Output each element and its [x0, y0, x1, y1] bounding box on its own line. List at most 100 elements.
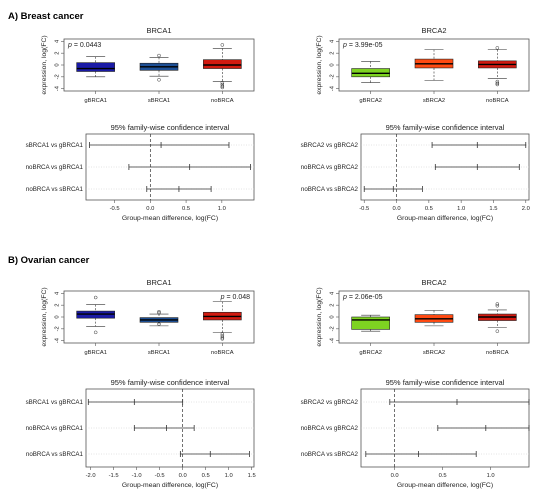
- s1-p0-box-outlier-0-0: [93, 295, 98, 300]
- s0-p0-box-pvalue-value: = 0.0443: [72, 42, 101, 49]
- s1-p0-box-outlier-2-3: [220, 337, 225, 341]
- s0-p1-ci-xtick-label-3: 1.0: [457, 206, 465, 212]
- s1-p0-ci-xtick-label-6: 1.0: [225, 473, 233, 479]
- s1-p1-ci-xtick-label-1: 0.5: [439, 473, 447, 479]
- s0-p1-box-xtick-label-1: sBRCA2: [423, 98, 445, 104]
- s0-p1-box-box-1: [414, 49, 454, 81]
- s1-p0-box-outlier-0-1: [93, 330, 98, 335]
- s1-p0-box-pvalue-value: = 0.048: [225, 294, 251, 301]
- s0-p1-box-ytick-label-4: 4: [330, 39, 336, 43]
- s1-p1-box-ytick-label-2: 0: [330, 315, 336, 318]
- s1-p0-ci-interval-1: [133, 425, 195, 431]
- s1-p1-box-outlier-2-0: [495, 302, 500, 306]
- s0-p0-ci-xtick-label-1: 0.0: [146, 206, 154, 212]
- s0-p0-box-outlier-2-4: [220, 85, 225, 90]
- s0-p0-box-title: BRCA1: [146, 26, 171, 35]
- s1-p1-box-xtick-label-2: noBRCA: [486, 350, 509, 356]
- s1-p0-ci-interval-2: [179, 451, 250, 457]
- s1-p1-box-ytick-label-0: -4: [330, 337, 336, 343]
- s0-p1-ci-interval-2: [363, 186, 423, 192]
- s1-p1-box-ytick-label-4: 4: [330, 291, 336, 295]
- s1-p0-ci-xtick-label-1: -1.5: [109, 473, 119, 479]
- s0-p1-ci-xtick-label-5: 2.0: [522, 206, 530, 212]
- breast-brca1-boxplot: BRCA1 -4 -2 0 2 4 expression, log(FC) p = 0.044…: [41, 26, 255, 104]
- s0-p0-ci-xlabel: Group-mean difference, log(FC): [122, 215, 218, 222]
- s0-p0-box-box-0: [76, 56, 115, 78]
- s0-p1-box-xtick-label-0: gBRCA2: [359, 98, 382, 104]
- s0-p0-box-ytick-label-0: -4: [55, 85, 61, 91]
- s0-p1-box-outlier-2-2: [495, 81, 500, 86]
- s0-p0-box-box-1: [139, 53, 179, 82]
- s0-p0-ci-title: 95% family-wise confidence interval: [111, 123, 230, 132]
- s1-p1-ci-title: 95% family-wise confidence interval: [386, 378, 505, 387]
- s0-p0-box-ytick-label-2: 0: [55, 63, 61, 66]
- s0-p0-ci-interval-0: [89, 142, 230, 148]
- s1-p0-ci-xtick-label-3: -0.5: [155, 473, 165, 479]
- s1-p1-ci-comparison-label-0: sBRCA2 vs gBRCA2: [301, 399, 359, 406]
- s1-p0-ci-comparison-label-1: noBRCA vs gBRCA1: [26, 425, 84, 432]
- s1-p1-ci-comparison-label-2: noBRCA vs sBRCA2: [301, 451, 359, 458]
- ovarian-brca2-ci-plot: 95% family-wise confidence interval sBRCA…: [301, 378, 530, 489]
- s1-p1-box-box-0: [351, 314, 390, 332]
- s0-p1-box-ytick-label-1: -2: [330, 74, 336, 79]
- s1-p1-box-xtick-label-0: gBRCA2: [359, 350, 382, 356]
- s1-p0-ci-xtick-label-5: 0.5: [202, 473, 210, 479]
- s0-p0-box-xtick-label-2: noBRCA: [211, 98, 234, 104]
- s1-p0-box-box-0: [76, 295, 115, 335]
- s1-p1-ci-xtick-label-2: 1.0: [487, 473, 495, 479]
- s1-p1-box-ytick-label-1: -2: [330, 326, 336, 331]
- s0-p1-box-box-2: [478, 46, 517, 87]
- s0-p0-box-ylabel: expression, log(FC): [41, 35, 48, 94]
- s0-p1-ci-title: 95% family-wise confidence interval: [386, 123, 505, 132]
- s0-p1-ci-interval-1: [434, 164, 520, 170]
- s1-p0-ci-xlabel: Group-mean difference, log(FC): [122, 482, 218, 489]
- s1-p0-ci-interval-0: [87, 399, 184, 405]
- s1-p0-box-outlier-2-0: [220, 332, 225, 336]
- s1-p0-box-outlier-1-1: [157, 311, 161, 315]
- s1-p0-box-xtick-label-1: sBRCA1: [148, 350, 170, 356]
- s1-p0-box-outlier-1-0: [157, 309, 161, 314]
- s1-p0-box-box-1: [139, 309, 179, 327]
- s1-p1-box-pvalue-symbol: p: [342, 294, 347, 301]
- s1-p0-box-ytick-label-1: -2: [55, 326, 61, 331]
- s0-p1-box-box-0: [351, 61, 390, 84]
- s1-p1-box-outlier-2-1: [495, 304, 500, 308]
- s0-p1-ci-xlabel: Group-mean difference, log(FC): [397, 215, 493, 222]
- s1-p0-ci-xtick-label-4: 0.0: [179, 473, 187, 479]
- s0-p0-box-ytick-label-3: 2: [55, 52, 61, 55]
- s1-p0-box-title: BRCA1: [146, 278, 171, 287]
- s0-p1-ci-xtick-label-0: -0.5: [359, 206, 369, 212]
- s0-p1-ci-xtick-label-4: 1.5: [489, 206, 497, 212]
- s1-p0-box-outlier-1-2: [157, 322, 161, 326]
- s1-p1-box-ytick-label-3: 2: [330, 304, 336, 307]
- s0-p0-ci-comparison-label-2: noBRCA vs sBRCA1: [26, 186, 84, 193]
- s1-p0-box-xtick-label-0: gBRCA1: [84, 350, 107, 356]
- s0-p0-box-xtick-label-0: gBRCA1: [84, 98, 107, 104]
- breast-brca1-ci-plot: 95% family-wise confidence interval sBRCA…: [26, 123, 255, 222]
- s0-p0-box-ytick-label-4: 4: [55, 39, 61, 43]
- s0-p1-ci-interval-0: [431, 142, 527, 148]
- s0-p1-ci-comparison-label-0: sBRCA2 vs gBRCA2: [301, 142, 359, 149]
- s0-p0-box-outlier-1-0: [157, 53, 161, 58]
- section-title-breast: A) Breast cancer: [8, 11, 84, 22]
- s1-p0-box-pvalue-symbol: p: [220, 294, 225, 301]
- s1-p0-ci-title: 95% family-wise confidence interval: [111, 378, 230, 387]
- s0-p0-box-outlier-1-1: [157, 78, 161, 82]
- s0-p0-ci-interval-1: [128, 164, 251, 170]
- s0-p0-ci-interval-2: [146, 186, 212, 192]
- s0-p1-box-pvalue: p = 3.99e-05: [342, 42, 383, 49]
- s0-p1-box-pvalue-symbol: p: [342, 42, 347, 49]
- s0-p0-box-outlier-2-1: [220, 80, 225, 85]
- s0-p0-box-iqr-2: [203, 59, 242, 69]
- s1-p1-box-outlier-2-2: [495, 329, 500, 333]
- s1-p1-ci-xlabel: Group-mean difference, log(FC): [397, 482, 493, 489]
- section-title-ovarian: B) Ovarian cancer: [8, 255, 90, 266]
- s0-p0-box-ytick-label-1: -2: [55, 74, 61, 79]
- s0-p0-ci-xtick-label-0: -0.5: [110, 206, 120, 212]
- s0-p1-ci-xtick-label-2: 0.5: [425, 206, 433, 212]
- s0-p1-ci-xtick-label-1: 0.0: [393, 206, 401, 212]
- s0-p0-box-outlier-2-3: [220, 84, 225, 89]
- s1-p1-ci-xtick-label-0: 0.0: [391, 473, 399, 479]
- s0-p0-ci-comparison-label-1: noBRCA vs gBRCA1: [26, 164, 84, 171]
- s0-p1-box-ylabel: expression, log(FC): [316, 35, 323, 94]
